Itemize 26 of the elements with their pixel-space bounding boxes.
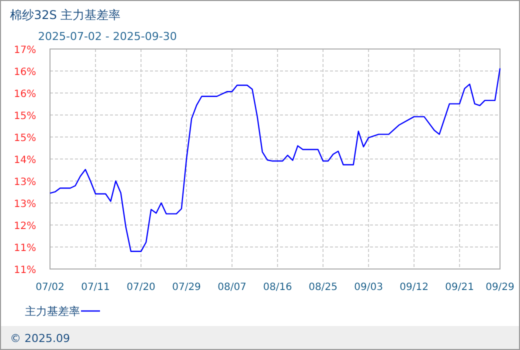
x-tick-label: 08/07 [218, 282, 246, 293]
x-tick-label: 09/12 [400, 282, 428, 293]
y-tick-label: 17% [14, 45, 36, 56]
title: 棉纱32S 主力基差率 2025-07-02 - 2025-09-30 [10, 8, 177, 43]
y-tick-label: 11% [14, 265, 36, 276]
text: © 2025.09 [10, 332, 70, 345]
x-tick-label: 08/16 [263, 282, 292, 293]
y-tick-label: 15% [14, 111, 36, 122]
x-tick-label: 09/21 [445, 282, 474, 293]
y-tick-label: 12% [14, 221, 36, 232]
x-tick-label: 07/20 [126, 282, 156, 293]
y-tick-label: 13% [14, 177, 36, 188]
x-tick-label: 08/25 [308, 282, 338, 293]
legend-label: 主力基差率 [25, 305, 80, 318]
x-tick-label: 07/11 [81, 282, 110, 293]
x-tick-label: 09/03 [354, 282, 383, 293]
y-tick-label: 14% [14, 155, 36, 166]
legend: 主力基差率 [25, 305, 100, 318]
x-tick-label: 07/02 [36, 282, 64, 293]
y-tick-label: 13% [14, 199, 36, 210]
x-tick-label: 07/29 [172, 282, 201, 293]
x-tick-label: 09/29 [486, 282, 514, 293]
y-tick-label: 15% [14, 133, 36, 144]
y-tick-label: 11% [14, 243, 36, 254]
y-tick-label: 16% [14, 89, 36, 100]
y-tick-label: 16% [14, 67, 36, 78]
